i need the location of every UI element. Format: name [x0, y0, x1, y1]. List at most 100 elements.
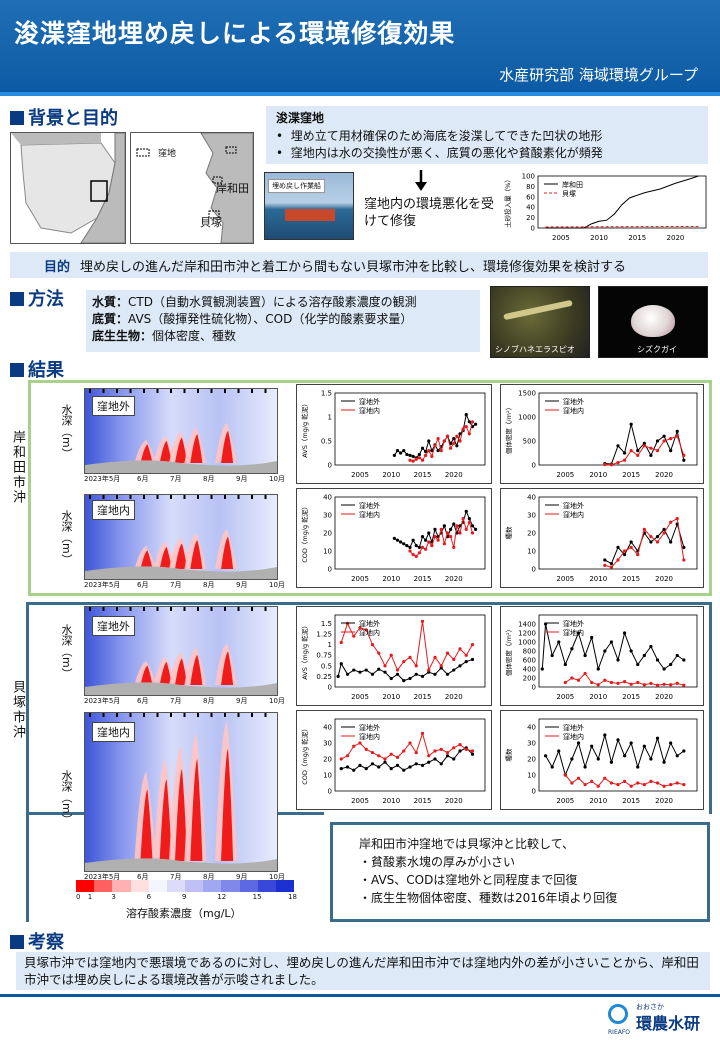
x-tick-label: 2015: [628, 234, 646, 242]
x-tick-label: 2005: [351, 471, 369, 479]
sampling-tick: [210, 495, 213, 499]
data-point: [395, 538, 400, 542]
data-point: [358, 763, 362, 767]
sampling-tick: [224, 389, 226, 393]
x-tick-label: 2015: [414, 471, 432, 479]
dredging-ship-photo: 埋め戻し作業船: [264, 172, 354, 240]
data-point: [470, 749, 475, 753]
data-point: [408, 741, 412, 745]
sampling-tick: [170, 713, 172, 717]
legend-label: 窪地内: [563, 628, 584, 637]
data-point: [590, 744, 594, 748]
data-point: [455, 444, 459, 448]
x-tick-label: 2020: [445, 471, 463, 479]
chart-kaizuka-density: 2005 2010 2015 2020 0 200 400 600 800 1000 1200 140…: [500, 606, 704, 706]
depth-axis-label-1: 水深（m）: [60, 404, 73, 459]
sampling-tick: [102, 389, 105, 393]
data-point: [609, 760, 614, 764]
data-point: [662, 434, 666, 438]
sampling-tick: [102, 607, 105, 611]
data-point: [433, 672, 437, 676]
sampling-tick: [129, 713, 132, 717]
y-tick-label: 0: [328, 566, 332, 574]
y-tick-label: 200: [523, 675, 536, 683]
legend-label: 窪地外: [563, 397, 584, 406]
data-point: [427, 754, 431, 758]
data-point: [433, 444, 437, 448]
data-point: [430, 449, 434, 453]
y-tick-label: 20: [323, 530, 332, 538]
data-point: [377, 765, 381, 769]
month-tick-label: 8月: [203, 475, 215, 483]
data-point: [616, 658, 620, 662]
hypoxic-region: [159, 779, 172, 861]
data-point: [424, 547, 428, 551]
data-point: [576, 678, 581, 682]
kaizuka-panel-right-border: [709, 602, 712, 814]
data-point: [629, 422, 633, 426]
y-axis-label: 個体密度（/m²）: [504, 404, 513, 454]
data-point: [427, 531, 431, 535]
y-tick-label: 40: [526, 204, 535, 212]
sampling-tick: [264, 389, 267, 393]
legend-label: 窪地内: [563, 732, 584, 741]
data-point: [455, 434, 459, 438]
data-point: [445, 754, 450, 758]
data-point: [452, 522, 456, 526]
footer-rule: [0, 994, 720, 997]
sampling-tick: [251, 389, 253, 393]
data-point: [467, 520, 471, 524]
data-point: [414, 762, 418, 766]
plot-frame: [334, 392, 486, 466]
data-point: [642, 783, 646, 787]
down-arrow-icon: [415, 170, 427, 191]
sampling-tick: [251, 607, 253, 611]
summary-line-1: 岸和田市沖窪地では貝塚沖と比較して、: [359, 837, 575, 851]
series-line: [565, 672, 684, 686]
bay-map-svg: [11, 132, 126, 244]
data-point: [603, 558, 607, 562]
data-point: [603, 776, 607, 780]
data-point: [458, 749, 462, 753]
data-point: [408, 453, 412, 457]
data-point: [603, 563, 607, 567]
month-axis-4: 2023年5月 6月 7月 8月 9月 10月: [84, 872, 285, 882]
x-tick-label: 2015: [414, 575, 432, 583]
hypoxic-region: [190, 654, 203, 685]
logo-mark-icon: [608, 1004, 628, 1024]
area-label-kaizuka: 貝塚市沖: [10, 680, 25, 740]
data-point: [439, 527, 443, 531]
data-point: [427, 760, 431, 764]
x-tick-label: 2020: [655, 471, 673, 479]
data-point: [669, 449, 673, 453]
sampling-tick: [224, 495, 226, 499]
series-line: [545, 734, 685, 777]
hypoxic-region: [140, 789, 153, 861]
y-tick-label: 0: [328, 462, 332, 470]
data-point: [420, 763, 425, 767]
hypoxic-region: [190, 540, 203, 569]
data-point: [452, 441, 456, 445]
data-point: [402, 749, 406, 753]
method-box: 水質：CTD（自動水質観測装置）による溶存酸素濃度の観測 底質：AVS（酸揮発性…: [86, 290, 480, 352]
chart-svg: 2005 2010 2015 2020 020040060080010001200140…: [504, 614, 698, 701]
data-point: [336, 674, 340, 679]
x-tick-label: 2010: [382, 471, 400, 479]
chart-kishiwada-density: 2005 2010 2015 2020 0 500 1000 1500 個体密度（/m²） 窪地外…: [500, 384, 704, 484]
sampling-tick: [170, 389, 172, 393]
data-point: [358, 670, 362, 674]
data-point: [629, 540, 633, 544]
data-point: [452, 657, 456, 662]
data-point: [452, 757, 456, 761]
data-point: [540, 667, 544, 671]
data-point: [427, 668, 431, 672]
data-point: [609, 562, 614, 566]
data-point: [669, 437, 673, 441]
data-point: [636, 680, 640, 685]
y-tick-label: 0.5: [321, 438, 332, 446]
data-point: [395, 449, 400, 453]
data-point: [458, 439, 462, 443]
data-point: [339, 757, 343, 761]
chart-kaizuka-species: 2005 2010 2015 2020 0 10 20 30 40 種数 窪地外 窪地内: [500, 710, 704, 810]
chart-kishiwada-cod: 2005 2010 2015 2020 0 10 20 30 40 COD（mg/g 乾泥） 窪地外…: [296, 488, 492, 588]
